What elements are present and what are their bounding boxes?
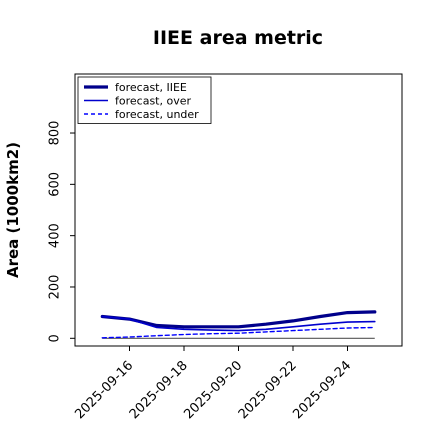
- y-tick-label: 800: [48, 121, 63, 146]
- y-tick-label: 600: [48, 172, 63, 197]
- x-axis: 2025-09-162025-09-182025-09-202025-09-22…: [72, 346, 354, 422]
- y-axis-label: Area (1000km2): [4, 142, 22, 278]
- y-tick-label: 0: [48, 334, 63, 342]
- x-tick-label: 2025-09-24: [290, 358, 354, 422]
- chart-title: IIEE area metric: [153, 27, 323, 49]
- y-axis: 0 200 400 600 800: [48, 121, 75, 342]
- legend-label: forecast, over: [115, 95, 191, 108]
- y-tick-label: 400: [48, 223, 63, 248]
- legend-label: forecast, IIEE: [115, 81, 187, 94]
- series-line-0: [100, 310, 377, 329]
- series-line-1: [101, 315, 376, 332]
- series-layer: [100, 310, 377, 339]
- series-line-2: [101, 326, 376, 339]
- legend-label: forecast, under: [115, 108, 199, 121]
- y-tick-label: 200: [48, 275, 63, 300]
